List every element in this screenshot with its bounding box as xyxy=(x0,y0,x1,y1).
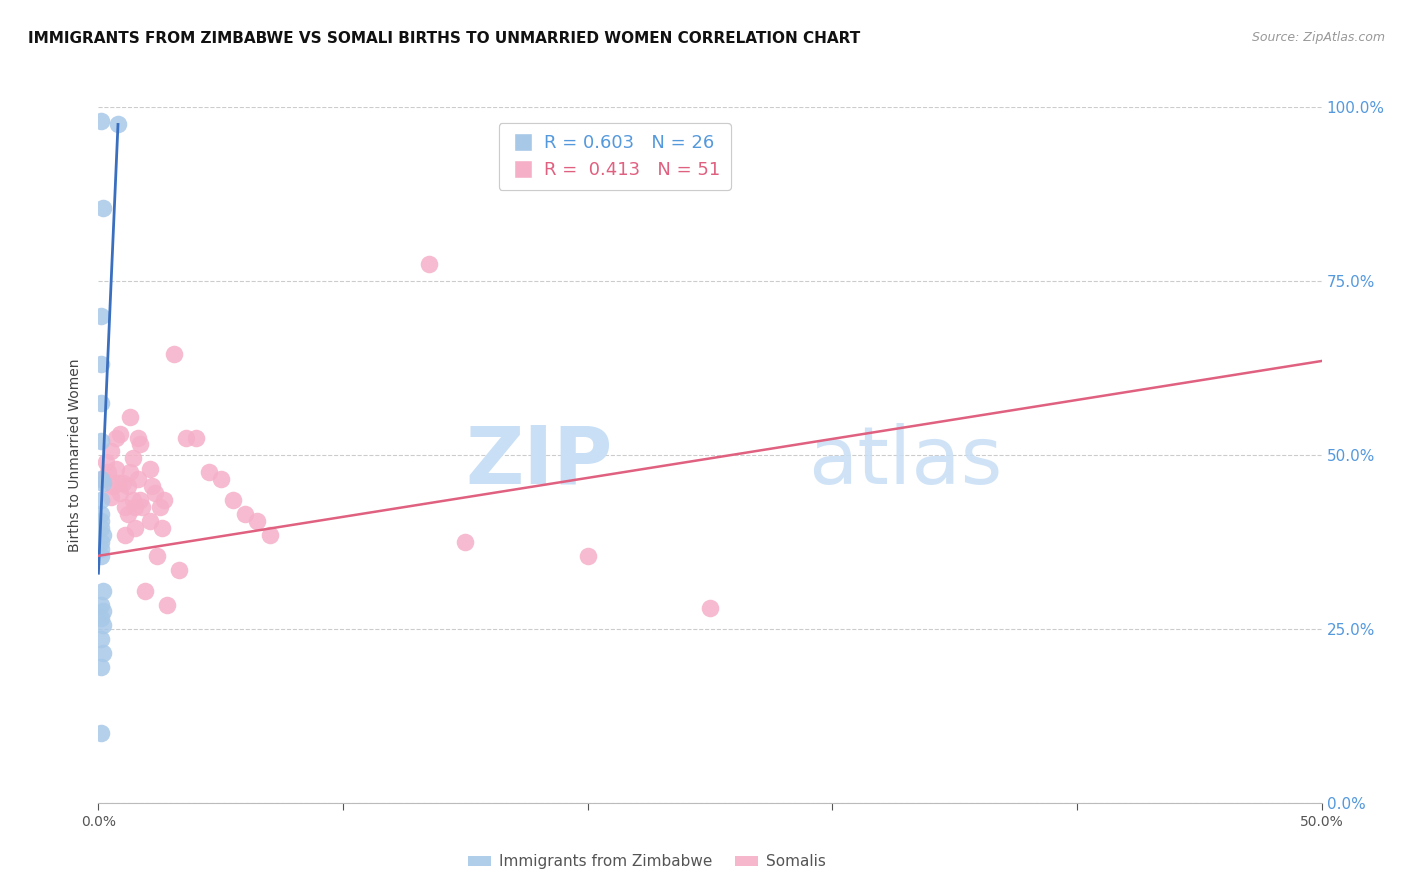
Point xyxy=(91,472,114,486)
Point xyxy=(91,475,114,490)
Point xyxy=(90,726,112,740)
Point xyxy=(90,472,112,486)
Point xyxy=(163,347,186,361)
Point xyxy=(121,451,143,466)
Point xyxy=(197,466,219,480)
Point xyxy=(107,475,129,490)
Point xyxy=(90,434,112,448)
Point xyxy=(139,462,162,476)
Point xyxy=(131,500,153,514)
Point xyxy=(129,493,152,508)
Point xyxy=(91,583,114,598)
Point xyxy=(91,646,114,660)
Point xyxy=(418,256,440,270)
Point xyxy=(153,493,176,508)
Point xyxy=(139,514,162,528)
Point xyxy=(259,528,281,542)
Point xyxy=(90,535,112,549)
Point xyxy=(149,500,172,514)
Point xyxy=(120,466,142,480)
Legend: Immigrants from Zimbabwe, Somalis: Immigrants from Zimbabwe, Somalis xyxy=(463,848,831,875)
Point xyxy=(186,431,208,445)
Point xyxy=(90,358,112,372)
Point xyxy=(91,528,114,542)
Text: IMMIGRANTS FROM ZIMBABWE VS SOMALI BIRTHS TO UNMARRIED WOMEN CORRELATION CHART: IMMIGRANTS FROM ZIMBABWE VS SOMALI BIRTH… xyxy=(28,31,860,46)
Point xyxy=(90,507,112,521)
Point xyxy=(246,514,269,528)
Point xyxy=(90,396,112,410)
Text: ZIP: ZIP xyxy=(465,423,612,501)
Point xyxy=(100,444,122,458)
Point xyxy=(101,479,124,493)
Point xyxy=(576,549,599,563)
Point xyxy=(150,521,173,535)
Point xyxy=(222,493,245,508)
Point xyxy=(699,601,721,615)
Point xyxy=(124,500,146,514)
Point xyxy=(90,521,112,535)
Point xyxy=(117,507,139,521)
Point xyxy=(110,486,132,500)
Text: Source: ZipAtlas.com: Source: ZipAtlas.com xyxy=(1251,31,1385,45)
Point xyxy=(91,605,114,619)
Point xyxy=(90,611,112,625)
Point xyxy=(167,563,190,577)
Point xyxy=(97,466,120,480)
Point xyxy=(90,660,112,674)
Point xyxy=(134,583,156,598)
Point xyxy=(114,500,136,514)
Point xyxy=(90,493,112,508)
Point xyxy=(90,114,112,128)
Point xyxy=(117,479,139,493)
Point xyxy=(129,437,152,451)
Point xyxy=(100,490,122,504)
Point xyxy=(110,427,132,442)
Point xyxy=(104,462,127,476)
Point xyxy=(107,117,129,131)
Point xyxy=(454,535,477,549)
Legend: R = 0.603   N = 26, R =  0.413   N = 51: R = 0.603 N = 26, R = 0.413 N = 51 xyxy=(499,123,731,190)
Point xyxy=(146,549,169,563)
Point xyxy=(111,475,134,490)
Point xyxy=(124,521,146,535)
Point xyxy=(90,541,112,556)
Point xyxy=(91,618,114,632)
Point xyxy=(114,528,136,542)
Point xyxy=(90,514,112,528)
Point xyxy=(90,309,112,323)
Point xyxy=(143,486,166,500)
Point xyxy=(121,493,143,508)
Point xyxy=(141,479,163,493)
Point xyxy=(104,431,127,445)
Text: atlas: atlas xyxy=(808,423,1002,501)
Point xyxy=(91,201,114,215)
Point xyxy=(90,549,112,563)
Point xyxy=(94,455,117,469)
Y-axis label: Births to Unmarried Women: Births to Unmarried Women xyxy=(69,359,83,551)
Point xyxy=(90,632,112,647)
Point xyxy=(127,431,149,445)
Point xyxy=(120,409,142,424)
Point xyxy=(233,507,256,521)
Point xyxy=(209,472,232,486)
Point xyxy=(156,598,179,612)
Point xyxy=(90,598,112,612)
Point xyxy=(127,472,149,486)
Point xyxy=(176,431,198,445)
